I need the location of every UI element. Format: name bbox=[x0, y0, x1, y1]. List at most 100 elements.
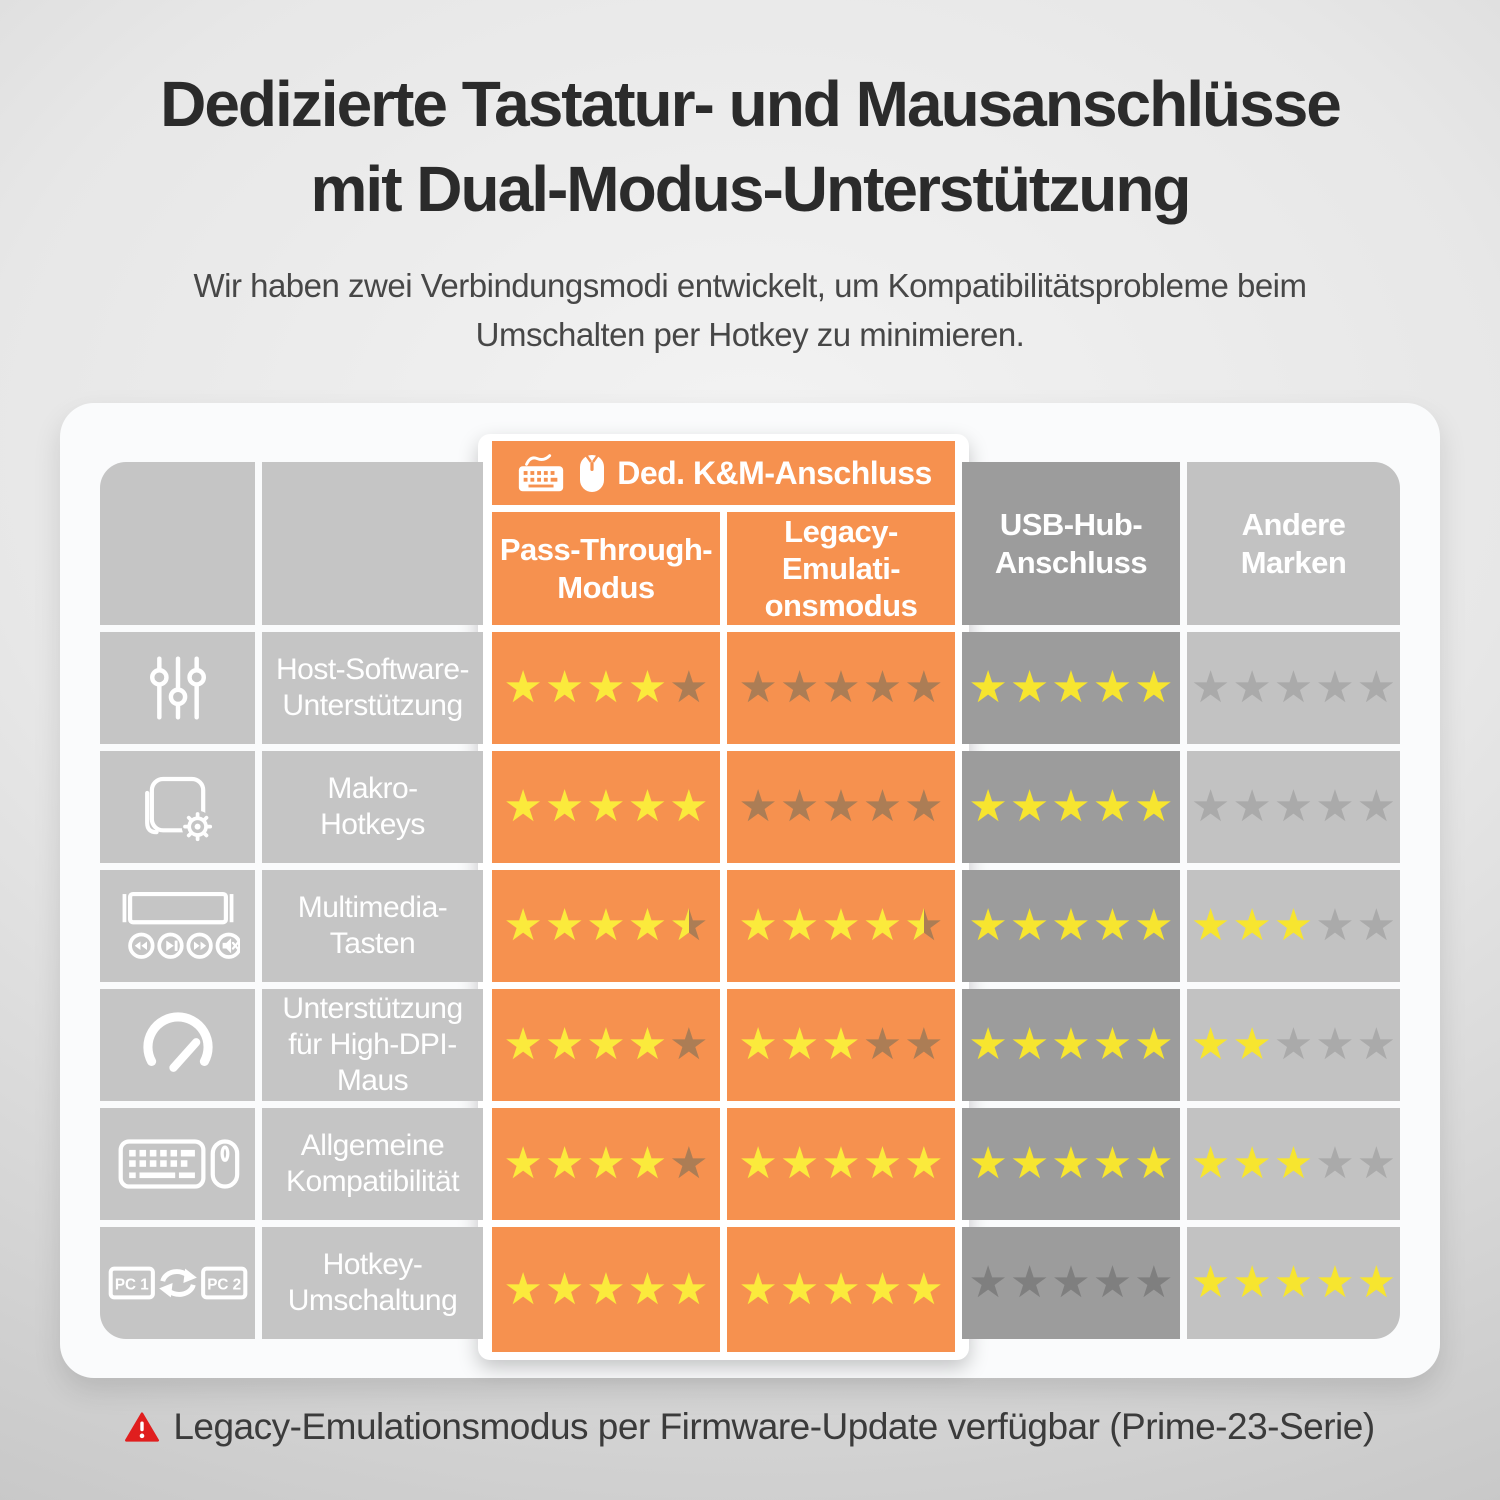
star-icon: ★ bbox=[586, 1263, 626, 1315]
svg-text:PC 1: PC 1 bbox=[114, 1276, 148, 1293]
rating-stars: ★ ★ ★ ★ ★ bbox=[502, 785, 709, 829]
feature-label: Hotkey- Umschaltung bbox=[287, 1248, 458, 1317]
star-icon: ★ bbox=[1190, 900, 1231, 951]
star-icon: ★ bbox=[627, 1019, 668, 1070]
star-icon: ★ bbox=[627, 781, 668, 832]
star-icon: ★ bbox=[503, 662, 543, 713]
star-icon: ★ bbox=[1315, 1138, 1355, 1189]
rating-stars: ★ ★ ★ ★ ★ bbox=[737, 1263, 944, 1315]
star-icon: ★ bbox=[821, 781, 861, 832]
table-header-cell-empty bbox=[100, 462, 255, 625]
star-icon: ★ bbox=[503, 781, 543, 832]
star-icon: ★ bbox=[1356, 900, 1397, 951]
rating-cell: ★★★★★★ bbox=[492, 870, 720, 982]
star-icon: ★ bbox=[544, 781, 585, 832]
star-icon: ★ bbox=[821, 1019, 861, 1070]
star-icon: ★ bbox=[1273, 1138, 1314, 1189]
rating-stars: ★ ★ ★ ★ ★ bbox=[967, 904, 1174, 948]
star-icon: ★ bbox=[1232, 1019, 1272, 1070]
star-icon: ★ bbox=[968, 1019, 1008, 1070]
star-icon: ★ bbox=[779, 900, 820, 951]
rating-cell: ★ ★ ★ ★ ★ bbox=[1187, 870, 1400, 982]
rating-stars: ★ ★ ★ ★ ★ bbox=[1190, 904, 1397, 948]
feature-icon-cell bbox=[100, 632, 255, 744]
star-icon: ★ bbox=[779, 1138, 820, 1189]
star-icon: ★ bbox=[1051, 1019, 1091, 1070]
star-icon: ★ bbox=[586, 1138, 626, 1189]
column-header-1: Pass-Through- Modus bbox=[492, 512, 720, 625]
column-header-label: Legacy- Emulati- onsmodus bbox=[764, 513, 918, 624]
star-icon: ★ bbox=[1356, 781, 1397, 832]
column-header-4: Andere Marken bbox=[1187, 462, 1400, 625]
star-icon: ★ bbox=[1356, 1019, 1397, 1070]
star-icon: ★ bbox=[821, 1263, 861, 1315]
rating-cell: ★ ★ ★ ★ ★ bbox=[1187, 989, 1400, 1101]
rating-stars: ★ ★ ★ ★ ★ bbox=[737, 666, 944, 710]
rating-stars: ★ ★ ★ ★ ★ bbox=[1190, 1142, 1397, 1186]
star-icon: ★ bbox=[738, 1263, 778, 1315]
macro-gear-icon bbox=[136, 765, 220, 849]
star-icon: ★ bbox=[1134, 900, 1174, 951]
star-icon: ★ bbox=[503, 1263, 543, 1315]
column-header-3: USB-Hub- Anschluss bbox=[962, 462, 1180, 625]
star-icon: ★ bbox=[1134, 1138, 1174, 1189]
star-icon: ★ bbox=[544, 1263, 585, 1315]
star-icon: ★ bbox=[1092, 1138, 1133, 1189]
km-group-header: Ded. K&M-Anschluss bbox=[492, 441, 955, 505]
star-icon: ★ bbox=[1051, 1138, 1091, 1189]
mouse-icon bbox=[579, 453, 605, 493]
star-icon: ★ bbox=[1315, 781, 1355, 832]
star-icon: ★ bbox=[669, 662, 709, 713]
table-header-cell-empty bbox=[262, 462, 483, 625]
feature-label-cell: Multimedia- Tasten bbox=[262, 870, 483, 982]
star-icon: ★ bbox=[503, 900, 543, 951]
column-header-label: Pass-Through- Modus bbox=[499, 532, 713, 605]
star-icon: ★ bbox=[968, 1257, 1008, 1308]
star-icon: ★ bbox=[779, 662, 820, 713]
rating-stars: ★ ★ ★ ★ ★ bbox=[967, 1261, 1174, 1305]
feature-label: Allgemeine Kompatibilität bbox=[285, 1129, 460, 1198]
star-icon: ★ bbox=[779, 1263, 820, 1315]
star-icon: ★ bbox=[586, 900, 626, 951]
star-icon: ★ bbox=[544, 900, 585, 951]
star-icon: ★ bbox=[1009, 1019, 1050, 1070]
page-title-line2: mit Dual-Modus-Unterstützung bbox=[310, 153, 1192, 226]
star-icon: ★ bbox=[738, 1138, 778, 1189]
star-icon: ★ bbox=[1356, 662, 1397, 713]
star-icon: ★ bbox=[586, 662, 626, 713]
star-icon: ★ bbox=[1134, 1019, 1174, 1070]
star-icon: ★★ bbox=[904, 900, 944, 951]
rating-cell: ★ ★ ★ ★ ★ bbox=[962, 751, 1180, 863]
feature-label: Makro- Hotkeys bbox=[320, 772, 425, 841]
rating-cell: ★ ★ ★ ★ ★ bbox=[492, 989, 720, 1101]
rating-stars: ★ ★ ★ ★ ★ bbox=[1190, 666, 1397, 710]
feature-icon-cell: PC 1 PC 2 bbox=[100, 1227, 255, 1339]
star-icon: ★ bbox=[627, 1138, 668, 1189]
star-icon: ★ bbox=[1356, 1257, 1397, 1308]
star-icon: ★ bbox=[1092, 1019, 1133, 1070]
star-icon: ★ bbox=[904, 662, 944, 713]
star-icon: ★ bbox=[544, 1138, 585, 1189]
feature-icon-cell bbox=[100, 870, 255, 982]
rating-cell: ★ ★ ★ ★ ★ bbox=[727, 1108, 955, 1220]
star-icon: ★ bbox=[904, 1138, 944, 1189]
star-icon: ★ bbox=[862, 1138, 903, 1189]
star-icon: ★ bbox=[1009, 662, 1050, 713]
warning-icon bbox=[125, 1411, 160, 1443]
star-icon: ★ bbox=[779, 1019, 820, 1070]
star-icon: ★ bbox=[1232, 900, 1272, 951]
rating-cell: ★ ★ ★ ★ ★ bbox=[492, 1227, 720, 1352]
star-icon: ★ bbox=[627, 1263, 668, 1315]
rating-stars: ★ ★ ★ ★ ★ bbox=[502, 1023, 709, 1067]
rating-stars: ★ ★ ★ ★ ★ bbox=[967, 785, 1174, 829]
star-icon: ★ bbox=[1315, 900, 1355, 951]
star-icon: ★ bbox=[544, 1019, 585, 1070]
rating-cell: ★ ★ ★ ★ ★ bbox=[492, 1108, 720, 1220]
star-icon: ★ bbox=[968, 1138, 1008, 1189]
star-icon: ★ bbox=[1092, 781, 1133, 832]
star-icon: ★ bbox=[586, 781, 626, 832]
rating-cell: ★ ★ ★ ★ ★ bbox=[1187, 1108, 1400, 1220]
star-icon: ★ bbox=[1009, 1257, 1050, 1308]
rating-cell: ★ ★ ★ ★ ★ bbox=[962, 989, 1180, 1101]
star-icon: ★ bbox=[821, 662, 861, 713]
